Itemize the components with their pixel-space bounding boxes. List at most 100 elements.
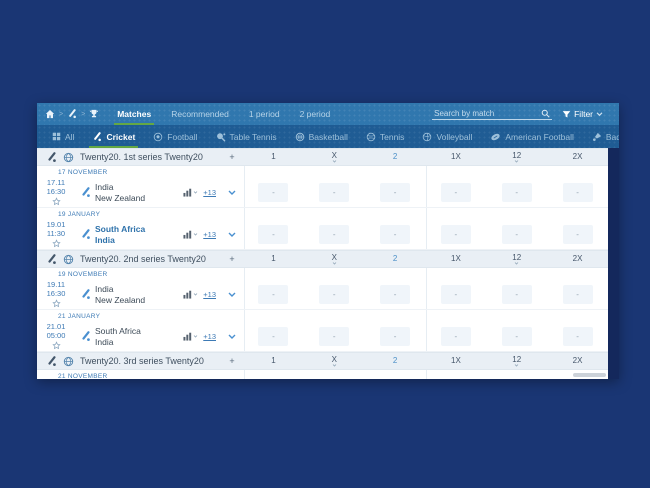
column-header-x[interactable]: X (331, 354, 337, 367)
odds-cell[interactable]: - (562, 183, 593, 202)
column-header-12[interactable]: 12 (512, 354, 522, 367)
horizontal-scrollbar-thumb[interactable] (573, 373, 606, 377)
odds-cell[interactable]: - (440, 225, 471, 244)
sport-item-volleyball[interactable]: Volleyball (413, 125, 481, 148)
odds-cell[interactable]: - (562, 327, 593, 346)
sport-label: Table Tennis (229, 131, 277, 142)
tab-recommended[interactable]: Recommended (171, 109, 229, 119)
expand-all-button[interactable]: + (229, 254, 235, 264)
column-header-2x: 2X (572, 356, 583, 365)
sport-item-cricket[interactable]: Cricket (83, 125, 144, 148)
odds-cell[interactable]: - (380, 285, 411, 304)
more-markets-link[interactable]: +13 (203, 188, 216, 197)
sport-item-all[interactable]: All (43, 125, 83, 148)
match-teams[interactable]: India New Zealand (95, 280, 183, 309)
search-box (432, 108, 553, 120)
column-header-12[interactable]: 12 (512, 252, 522, 265)
breadcrumb: > > (45, 109, 99, 119)
more-markets-link[interactable]: +13 (203, 332, 216, 341)
match-start-time: 05:00 (46, 330, 66, 340)
column-header-1x: 1X (451, 152, 461, 161)
odds-row: - - - - - - (243, 178, 608, 207)
trophy-icon[interactable] (89, 109, 99, 119)
column-header-12[interactable]: 12 (512, 150, 522, 163)
home-team: South Africa (95, 224, 146, 234)
expand-chevron-icon[interactable] (221, 178, 243, 207)
matches-list: Twenty20. 1st series Twenty20 + 1 X 2 1X… (37, 148, 608, 379)
home-icon[interactable] (45, 109, 55, 119)
filter-button[interactable]: Filter (562, 109, 603, 119)
odds-cell[interactable]: - (319, 225, 350, 244)
date-separator: 19 JANUARY (58, 210, 101, 218)
sport-item-badminton[interactable]: Badminton (583, 125, 619, 148)
column-header-2: 2 (392, 152, 398, 161)
match-time-column: 17.11 16:30 (37, 178, 75, 207)
column-header-x[interactable]: X (331, 252, 337, 265)
odds-cell[interactable]: - (380, 225, 411, 244)
favorite-star-icon[interactable] (51, 239, 61, 248)
odds-cell[interactable]: - (562, 285, 593, 304)
expand-chevron-icon[interactable] (221, 280, 243, 309)
odds-cell[interactable]: - (380, 183, 411, 202)
sport-item-tennis[interactable]: Tennis (357, 125, 414, 148)
cricket-bat-icon (46, 253, 57, 265)
odds-cell[interactable]: - (258, 183, 289, 202)
odds-cell[interactable]: - (258, 327, 289, 346)
favorite-star-icon[interactable] (51, 197, 61, 206)
odds-row: - - - - - - (243, 322, 608, 351)
vertical-scrollbar[interactable] (608, 148, 619, 379)
odds-row: - - - - - - (243, 280, 608, 309)
date-separator: 21 JANUARY (58, 312, 101, 320)
statistics-icon[interactable] (183, 332, 198, 341)
tab-1-period[interactable]: 1 period (248, 109, 280, 119)
expand-chevron-icon[interactable] (221, 322, 243, 351)
sport-item-basketball[interactable]: Basketball (286, 125, 357, 148)
statistics-icon[interactable] (183, 230, 198, 239)
away-team: India (95, 235, 115, 245)
date-separator: 17 NOVEMBER (58, 168, 108, 176)
match-row: 17.11 16:30 India New Zealand (37, 178, 608, 208)
globe-icon (63, 356, 74, 367)
match-date: 17.11 (46, 178, 66, 187)
odds-cell[interactable]: - (501, 327, 532, 346)
odds-cell[interactable]: - (501, 183, 532, 202)
odds-cell[interactable]: - (440, 327, 471, 346)
odds-cell[interactable]: - (440, 183, 471, 202)
sport-label: Football (167, 131, 198, 142)
favorite-star-icon[interactable] (51, 341, 61, 350)
odds-cell[interactable]: - (319, 327, 350, 346)
odds-cell[interactable]: - (319, 183, 350, 202)
match-teams[interactable]: South Africa India (95, 220, 183, 249)
match-teams[interactable]: South Africa India (95, 322, 183, 351)
odds-cell[interactable]: - (501, 225, 532, 244)
search-input[interactable] (434, 109, 538, 118)
league-header: Twenty20. 3rd series Twenty20 + 1 X 2 1X… (37, 352, 608, 370)
sport-item-table-tennis[interactable]: Table Tennis (207, 125, 286, 148)
match-teams[interactable]: India New Zealand (95, 178, 183, 207)
league-title: Twenty20. 3rd series Twenty20 (80, 356, 204, 366)
odds-cell[interactable]: - (319, 285, 350, 304)
tab-matches[interactable]: Matches (107, 103, 161, 125)
sport-item-football[interactable]: Football (144, 125, 206, 148)
odds-cell[interactable]: - (501, 285, 532, 304)
more-markets-link[interactable]: +13 (203, 290, 216, 299)
sport-item-american-football[interactable]: American Football (481, 125, 583, 148)
more-markets-link[interactable]: +13 (203, 230, 216, 239)
cricket-bat-icon[interactable] (67, 109, 77, 119)
tab-2-period[interactable]: 2 period (299, 109, 331, 119)
statistics-icon[interactable] (183, 188, 198, 197)
odds-cell[interactable]: - (562, 225, 593, 244)
search-icon[interactable] (541, 109, 550, 118)
odds-cell[interactable]: - (440, 285, 471, 304)
sports-filter-bar: All Cricket Football Table Tennis (37, 125, 619, 148)
odds-cell[interactable]: - (258, 285, 289, 304)
column-header-x[interactable]: X (331, 150, 337, 163)
statistics-icon[interactable] (183, 290, 198, 299)
odds-cell[interactable]: - (258, 225, 289, 244)
expand-all-button[interactable]: + (229, 152, 235, 162)
expand-chevron-icon[interactable] (221, 220, 243, 249)
expand-all-button[interactable]: + (229, 356, 235, 366)
cricket-bat-icon (75, 178, 95, 207)
odds-cell[interactable]: - (380, 327, 411, 346)
favorite-star-icon[interactable] (51, 299, 61, 308)
